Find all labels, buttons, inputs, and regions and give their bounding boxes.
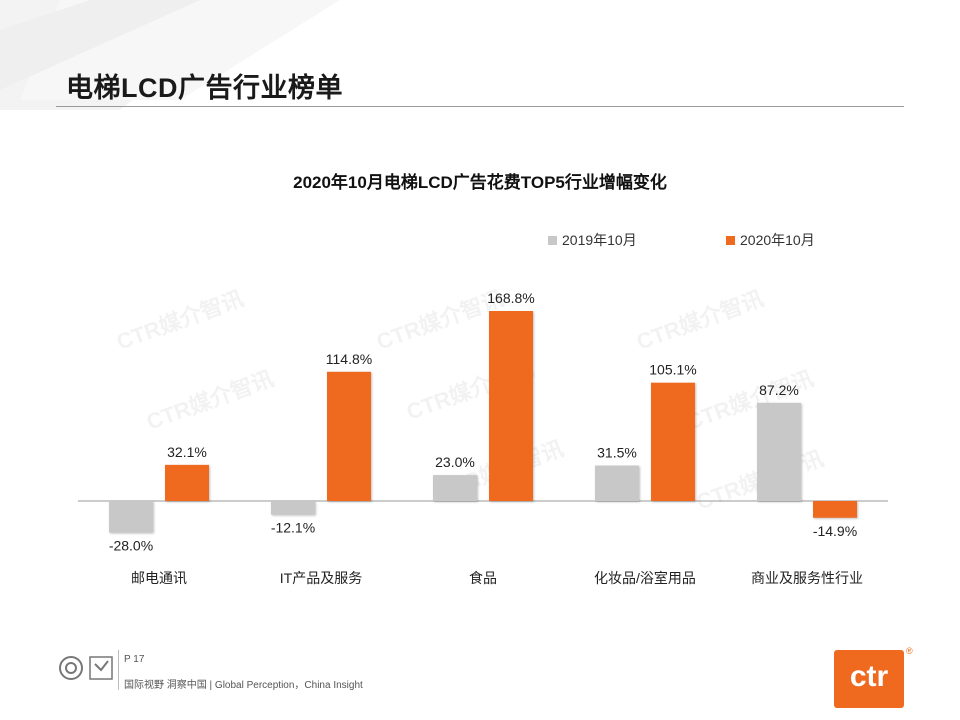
bar-2019-2 xyxy=(433,475,477,501)
bar-2019-4 xyxy=(757,402,801,501)
data-label-2019-1: -12.1% xyxy=(271,520,315,536)
chart-title: 2020年10月电梯LCD广告花费TOP5行业增幅变化 xyxy=(293,173,667,192)
legend-swatch-2020 xyxy=(726,235,735,245)
watermark: CTR媒介智讯 xyxy=(113,286,247,355)
footer-tagline: 国际视野 洞察中国 | Global Perception，China Insi… xyxy=(124,680,363,691)
bar-2019-1 xyxy=(271,501,315,515)
bar-2020-0 xyxy=(165,464,209,501)
corner-decoration xyxy=(0,0,340,110)
bar-2020-4 xyxy=(813,501,857,518)
legend-item-2019: 2019年10月 xyxy=(548,230,637,250)
bar-2020-3 xyxy=(651,382,695,501)
category-label-0: 邮电通讯 xyxy=(131,570,187,586)
bar-2019-3 xyxy=(595,465,639,501)
data-label-2019-2: 23.0% xyxy=(435,454,475,470)
category-label-1: IT产品及服务 xyxy=(280,570,362,586)
page-number: P 17 xyxy=(124,654,145,665)
footer-separator xyxy=(118,650,119,690)
legend-label-2019: 2019年10月 xyxy=(562,232,637,248)
data-label-2020-3: 105.1% xyxy=(649,362,696,378)
bar-2019-0 xyxy=(109,501,153,533)
data-label-2020-4: -14.9% xyxy=(813,523,857,539)
legend-label-2020: 2020年10月 xyxy=(740,232,815,248)
data-label-2019-4: 87.2% xyxy=(759,382,799,398)
category-label-4: 商业及服务性行业 xyxy=(751,570,863,586)
legend-item-2020: 2020年10月 xyxy=(726,230,815,250)
page-title: 电梯LCD广告行业榜单 xyxy=(66,73,343,103)
registered-mark: ® xyxy=(906,646,913,656)
category-label-3: 化妆品/浴室用品 xyxy=(594,570,696,586)
watermark: CTR媒介智讯 xyxy=(143,366,277,435)
title-divider xyxy=(56,106,904,107)
legend-swatch-2019 xyxy=(548,235,557,245)
bar-2020-2 xyxy=(489,311,533,501)
data-label-2020-0: 32.1% xyxy=(167,444,207,460)
category-label-2: 食品 xyxy=(469,570,497,586)
data-label-2019-3: 31.5% xyxy=(597,445,637,461)
ctr-logo: ctr xyxy=(834,650,904,708)
certification-logos xyxy=(59,656,113,680)
bar-2020-1 xyxy=(327,371,371,501)
data-label-2020-2: 168.8% xyxy=(487,290,534,306)
data-label-2020-1: 114.8% xyxy=(326,351,372,367)
watermark: CTR媒介智讯 xyxy=(633,286,767,355)
data-label-2019-0: -28.0% xyxy=(109,538,153,554)
